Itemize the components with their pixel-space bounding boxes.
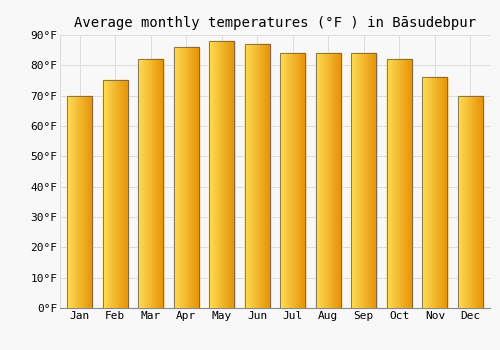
Bar [458,96,483,308]
Bar [174,47,199,308]
Bar [387,59,412,308]
Bar [422,77,448,308]
Bar [245,44,270,308]
Bar [280,53,305,308]
Bar [67,96,92,308]
Title: Average monthly temperatures (°F ) in Bāsudebpur: Average monthly temperatures (°F ) in Bā… [74,16,476,30]
Bar [138,59,163,308]
Bar [316,53,340,308]
Bar [352,53,376,308]
Bar [210,41,234,308]
Bar [102,80,128,308]
